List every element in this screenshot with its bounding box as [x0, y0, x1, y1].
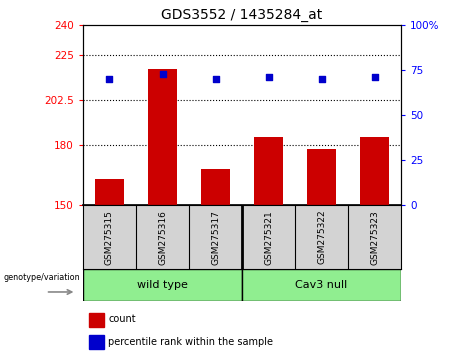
Bar	[95, 179, 124, 205]
Bar	[360, 137, 389, 205]
Bar	[89, 313, 104, 327]
Text: genotype/variation: genotype/variation	[3, 273, 80, 282]
Text: GSM275316: GSM275316	[158, 210, 167, 265]
Text: percentile rank within the sample: percentile rank within the sample	[108, 337, 273, 347]
Text: GSM275317: GSM275317	[211, 210, 220, 265]
Bar	[89, 335, 104, 349]
Bar	[148, 69, 177, 205]
Point	[159, 71, 166, 76]
Text: GSM275321: GSM275321	[264, 210, 273, 264]
Bar	[307, 149, 336, 205]
FancyBboxPatch shape	[242, 269, 401, 301]
Point	[318, 76, 325, 82]
Point	[106, 76, 113, 82]
FancyBboxPatch shape	[83, 269, 242, 301]
Point	[265, 74, 272, 80]
Text: wild type: wild type	[137, 280, 188, 290]
Point	[212, 76, 219, 82]
Text: Cav3 null: Cav3 null	[296, 280, 348, 290]
Title: GDS3552 / 1435284_at: GDS3552 / 1435284_at	[161, 8, 323, 22]
Text: GSM275315: GSM275315	[105, 210, 114, 265]
Point	[371, 74, 378, 80]
Bar	[254, 137, 283, 205]
Bar	[201, 169, 230, 205]
Text: GSM275322: GSM275322	[317, 210, 326, 264]
Text: GSM275323: GSM275323	[370, 210, 379, 264]
Text: count: count	[108, 314, 136, 324]
